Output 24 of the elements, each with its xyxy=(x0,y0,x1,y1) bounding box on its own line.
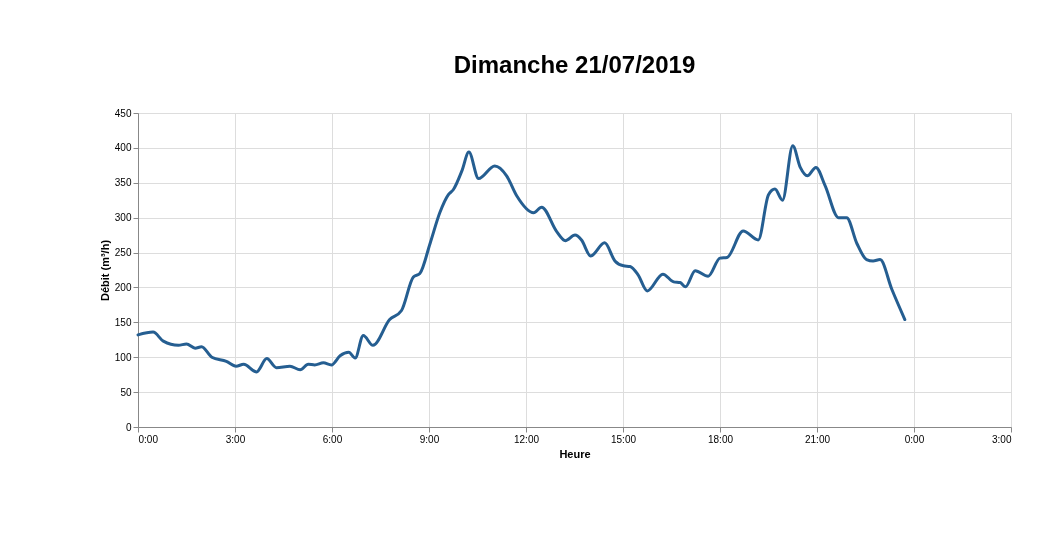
line-series xyxy=(136,144,907,374)
x-tick-label: 0:00 xyxy=(138,433,159,445)
x-tick-label: 6:00 xyxy=(322,433,343,445)
x-tick-label: 15:00 xyxy=(610,433,637,445)
x-tick-label: 18:00 xyxy=(707,433,734,445)
chart-title: Dimanche 21/07/2019 xyxy=(453,51,696,78)
x-tick-label: 3:00 xyxy=(225,433,246,445)
y-tick-label: 100 xyxy=(114,351,132,363)
x-tick-label: 0:00 xyxy=(904,433,925,445)
y-tick-label: 200 xyxy=(114,281,132,293)
y-tick-label: 0 xyxy=(125,421,132,433)
y-tick-label: 300 xyxy=(114,212,132,224)
x-tick-label: 9:00 xyxy=(419,433,440,445)
y-tick-label: 450 xyxy=(114,107,132,119)
y-tick-label: 400 xyxy=(114,142,132,154)
x-tick-label: 12:00 xyxy=(513,433,540,445)
y-axis-title: Débit (m³/h) xyxy=(98,239,111,302)
y-tick-label: 150 xyxy=(114,316,132,328)
x-tick-label: 21:00 xyxy=(804,433,831,445)
y-tick-label: 250 xyxy=(114,247,132,259)
x-axis-title: Heure xyxy=(559,447,591,460)
y-tick-label: 350 xyxy=(114,177,132,189)
x-tick-label: 3:00 xyxy=(992,433,1012,445)
y-tick-label: 50 xyxy=(120,386,132,398)
